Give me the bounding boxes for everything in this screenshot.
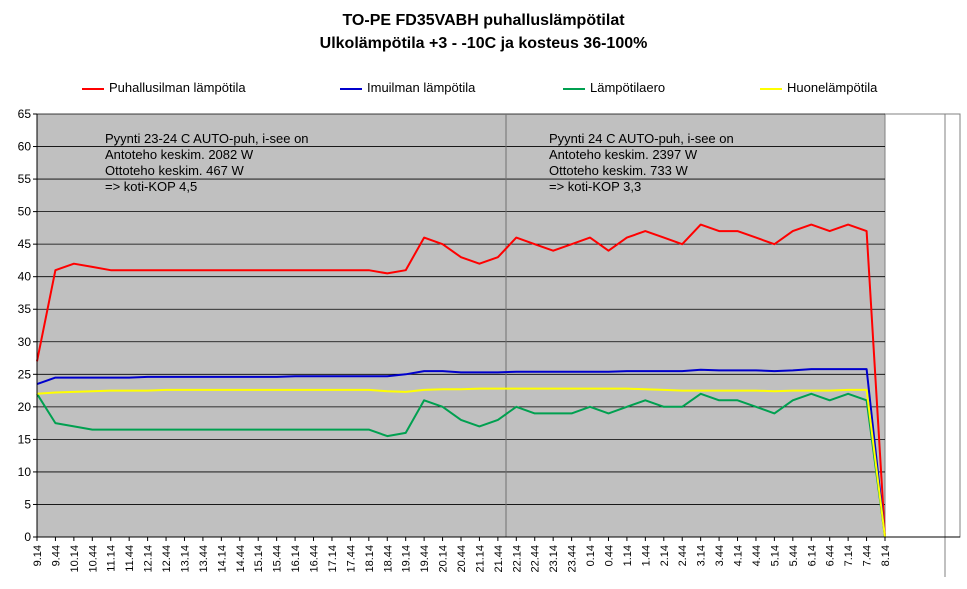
legend-swatch-1 bbox=[340, 87, 362, 90]
x-tick-label-23: 20.44 bbox=[456, 545, 468, 573]
x-tick-label-3: 10.44 bbox=[87, 545, 99, 573]
x-tick-label-21: 19.44 bbox=[419, 545, 431, 573]
x-tick-label-18: 18.14 bbox=[364, 545, 376, 573]
series-line-1 bbox=[36, 368, 886, 538]
x-tick-label-22: 20.14 bbox=[438, 545, 450, 573]
annotation-0-line-0: Pyynti 23-24 C AUTO-puh, i-see on bbox=[105, 131, 309, 146]
annotation-0-line-1: Antoteho keskim. 2082 W bbox=[105, 147, 254, 162]
y-tick-label-10: 10 bbox=[18, 465, 32, 479]
y-tick-label-20: 20 bbox=[18, 400, 32, 414]
x-tick-label-40: 5.14 bbox=[769, 545, 781, 566]
x-tick-label-11: 14.44 bbox=[235, 545, 247, 573]
annotation-0-line-3: => koti-KOP 4,5 bbox=[105, 179, 197, 194]
series-line-0 bbox=[36, 223, 886, 538]
x-tick-label-20: 19.14 bbox=[401, 545, 413, 573]
x-tick-label-17: 17.44 bbox=[345, 545, 357, 573]
x-tick-label-43: 6.44 bbox=[825, 545, 837, 566]
x-tick-label-5: 11.44 bbox=[124, 545, 136, 572]
y-tick-label-60: 60 bbox=[18, 140, 32, 154]
x-tick-label-38: 4.14 bbox=[733, 545, 745, 566]
legend-label-0: Puhallusilman lämpötila bbox=[109, 80, 246, 95]
y-tick-label-5: 5 bbox=[24, 497, 31, 511]
x-tick-label-31: 0.44 bbox=[603, 545, 615, 566]
x-tick-label-46: 8.14 bbox=[880, 545, 892, 566]
x-tick-label-1: 9.44 bbox=[50, 545, 62, 566]
x-tick-label-42: 6.14 bbox=[806, 545, 818, 566]
chart-title: TO-PE FD35VABH puhalluslämpötilat bbox=[342, 12, 625, 29]
x-tick-label-34: 2.14 bbox=[659, 545, 671, 566]
x-tick-label-9: 13.44 bbox=[198, 545, 210, 573]
x-tick-label-15: 16.44 bbox=[309, 545, 321, 573]
y-tick-label-55: 55 bbox=[18, 172, 32, 186]
x-tick-label-2: 10.14 bbox=[69, 545, 81, 573]
legend-label-3: Huonelämpötila bbox=[787, 80, 878, 95]
y-tick-label-35: 35 bbox=[18, 302, 32, 316]
x-tick-label-7: 12.44 bbox=[161, 545, 173, 573]
annotation-1-line-3: => koti-KOP 3,3 bbox=[549, 179, 641, 194]
x-tick-label-44: 7.14 bbox=[843, 545, 855, 566]
x-tick-label-33: 1.44 bbox=[640, 545, 652, 566]
x-tick-label-24: 21.14 bbox=[474, 545, 486, 573]
y-tick-label-65: 65 bbox=[18, 107, 32, 121]
x-tick-label-10: 14.14 bbox=[216, 545, 228, 573]
y-tick-label-40: 40 bbox=[18, 270, 32, 284]
x-tick-label-45: 7.44 bbox=[862, 545, 874, 566]
y-tick-label-25: 25 bbox=[18, 367, 32, 381]
x-tick-label-26: 22.14 bbox=[511, 545, 523, 573]
x-tick-label-30: 0.14 bbox=[585, 545, 597, 566]
legend-swatch-2 bbox=[563, 87, 585, 90]
series-line-2 bbox=[36, 392, 886, 538]
annotation-1-line-1: Antoteho keskim. 2397 W bbox=[549, 147, 698, 162]
x-tick-label-16: 17.14 bbox=[327, 545, 339, 573]
x-tick-label-4: 11.14 bbox=[106, 545, 118, 572]
legend-label-2: Lämpötilaero bbox=[590, 80, 666, 95]
x-tick-label-13: 15.44 bbox=[272, 545, 284, 573]
x-tick-label-19: 18.44 bbox=[382, 545, 394, 573]
y-tick-label-0: 0 bbox=[24, 530, 31, 544]
x-tick-label-36: 3.14 bbox=[696, 545, 708, 566]
legend-item-1: Imuilman lämpötila bbox=[340, 80, 475, 98]
plot-area bbox=[37, 114, 885, 537]
x-tick-label-32: 1.14 bbox=[622, 545, 634, 566]
x-tick-label-27: 22.44 bbox=[530, 545, 542, 573]
x-tick-label-28: 23.14 bbox=[548, 545, 560, 573]
legend-item-2: Lämpötilaero bbox=[563, 80, 665, 98]
x-tick-label-6: 12.14 bbox=[143, 545, 155, 573]
x-tick-label-41: 5.44 bbox=[788, 545, 800, 566]
x-tick-label-14: 16.14 bbox=[290, 545, 302, 573]
plot-extension bbox=[884, 113, 961, 538]
y-tick-label-50: 50 bbox=[18, 205, 32, 219]
x-tick-label-39: 4.44 bbox=[751, 545, 763, 566]
legend-item-3: Huonelämpötila bbox=[760, 80, 877, 98]
x-tick-label-8: 13.14 bbox=[179, 545, 191, 573]
y-tick-label-45: 45 bbox=[18, 237, 32, 251]
x-tick-label-35: 2.44 bbox=[677, 545, 689, 566]
annotation-0-line-2: Ottoteho keskim. 467 W bbox=[105, 163, 244, 178]
x-tick-label-29: 23.44 bbox=[567, 545, 579, 573]
x-tick-label-12: 15.14 bbox=[253, 545, 265, 573]
series-line-3 bbox=[36, 387, 886, 538]
x-tick-label-25: 21.44 bbox=[493, 545, 505, 573]
y-tick-label-30: 30 bbox=[18, 335, 32, 349]
chart-subtitle: Ulkolämpötila +3 - -10C ja kosteus 36-10… bbox=[319, 35, 648, 52]
annotation-1-line-2: Ottoteho keskim. 733 W bbox=[549, 163, 688, 178]
x-tick-label-37: 3.44 bbox=[714, 545, 726, 566]
legend-item-0: Puhallusilman lämpötila bbox=[82, 80, 246, 98]
legend-swatch-0 bbox=[82, 87, 104, 90]
y-tick-label-15: 15 bbox=[18, 432, 32, 446]
x-tick-label-0: 9.14 bbox=[32, 545, 44, 566]
legend-label-1: Imuilman lämpötila bbox=[367, 80, 476, 95]
legend-swatch-3 bbox=[760, 87, 782, 90]
annotation-1-line-0: Pyynti 24 C AUTO-puh, i-see on bbox=[549, 131, 734, 146]
